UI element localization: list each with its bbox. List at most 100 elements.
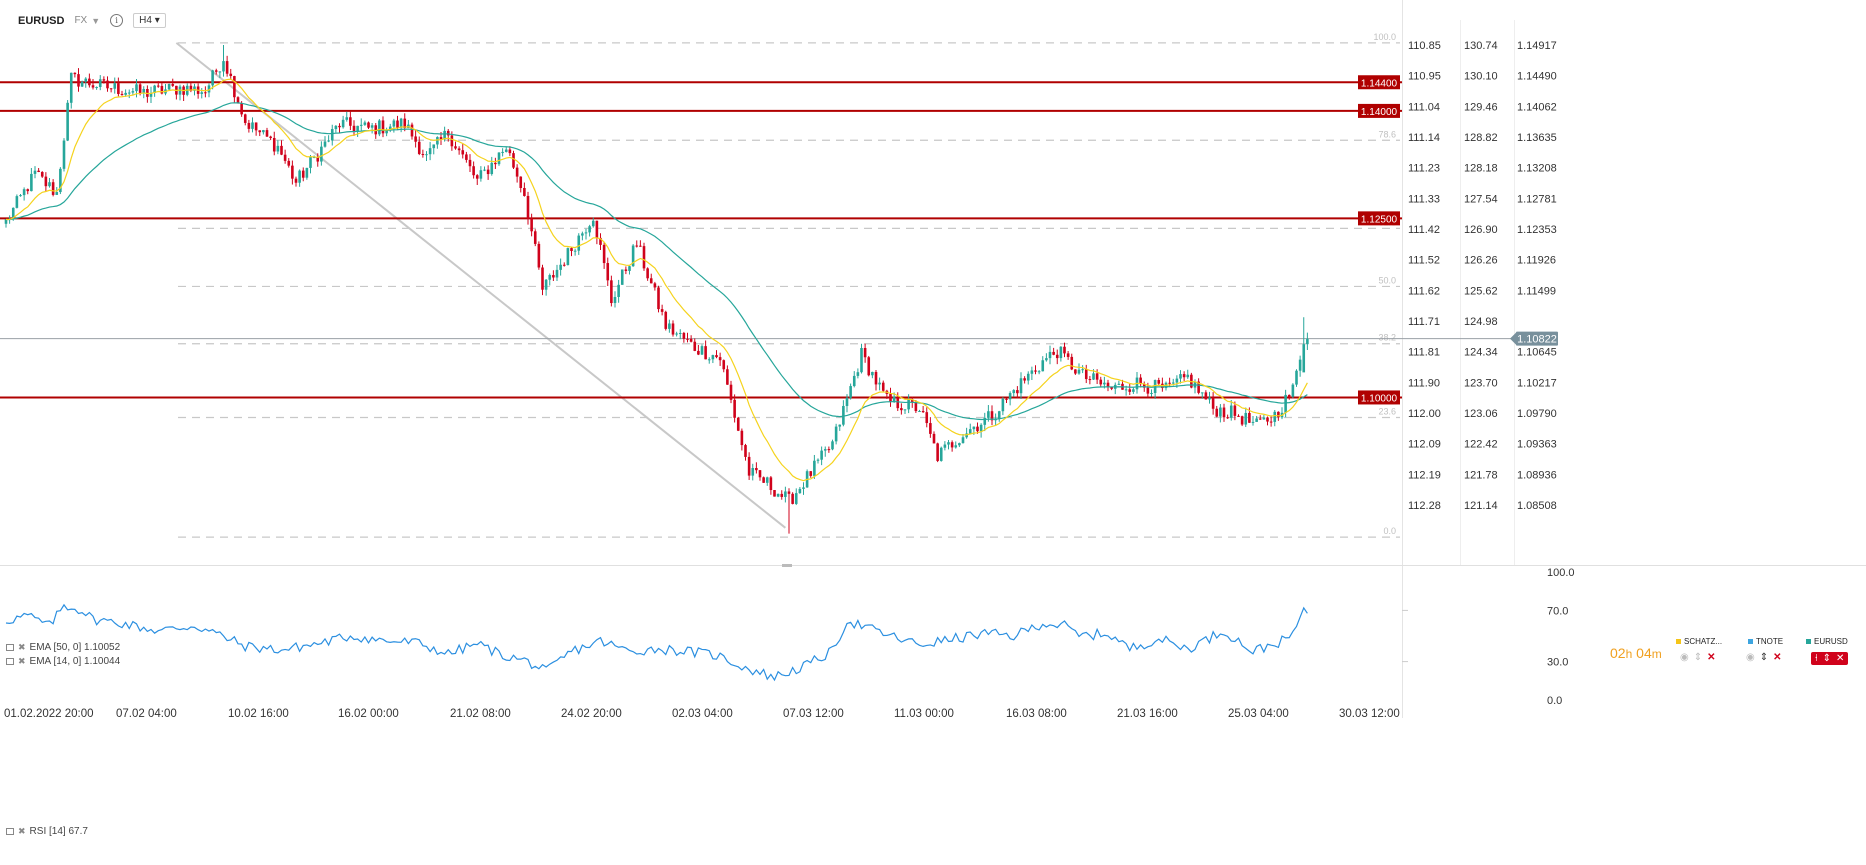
candle (399, 118, 403, 128)
candle (1052, 351, 1055, 355)
candle (831, 441, 834, 450)
candle (979, 424, 983, 432)
candle (167, 84, 171, 90)
price-level-label: 1.10000 (1361, 393, 1398, 404)
tnote-axis-tick: 130.10 (1464, 71, 1498, 83)
candle (98, 79, 102, 88)
close-icon[interactable]: ✖ (18, 642, 26, 652)
candle (1171, 382, 1175, 384)
countdown-hours: 02 (1610, 645, 1626, 661)
candle (715, 355, 718, 358)
symbol-label[interactable]: EURUSD (18, 14, 65, 27)
pane-resize-handle[interactable] (782, 564, 792, 567)
schatz-axis-tick: 112.09 (1408, 439, 1441, 451)
indicator-rsi[interactable]: ✖ RSI [14] 67.7 (6, 826, 88, 837)
sort-icon[interactable]: ⇕ (1822, 653, 1831, 664)
schatz-axis-tick: 111.14 (1408, 132, 1440, 144)
eurusd-axis-tick: 1.14917 (1517, 40, 1557, 52)
x-axis-tick: 02.03 04:00 (672, 708, 733, 720)
candle (639, 245, 642, 247)
candle (523, 187, 526, 196)
candle (591, 220, 595, 227)
timeframe-select[interactable]: H4 ▾ (133, 13, 166, 28)
eurusd-axis-tick: 1.12781 (1517, 193, 1557, 205)
candle (403, 118, 407, 128)
indicator-ema14[interactable]: ✖ EMA [14, 0] 1.10044 (6, 656, 120, 667)
compare-eurusd[interactable]: EURUSD (1806, 637, 1848, 646)
candle (1142, 384, 1146, 388)
candle (439, 137, 443, 140)
candle (620, 269, 624, 285)
candle (1041, 360, 1045, 372)
info-icon[interactable]: i (110, 14, 124, 27)
candle (26, 189, 30, 192)
compare-tnote[interactable]: TNOTE (1748, 637, 1783, 646)
candle (987, 411, 990, 418)
close-icon[interactable]: ✕ (1835, 653, 1845, 664)
candle (1074, 369, 1077, 374)
chevron-down-icon[interactable]: ▼ (91, 15, 101, 26)
x-axis-tick: 01.02.2022 20:00 (4, 708, 94, 720)
candle (762, 477, 765, 483)
timeframe-value: H4 (139, 15, 152, 26)
candle (218, 71, 222, 73)
candle (1095, 373, 1099, 380)
candle (860, 348, 863, 373)
candle (236, 97, 240, 104)
split-icon[interactable]: ⍿ (1815, 653, 1818, 664)
candle (544, 279, 548, 290)
candle (1117, 383, 1121, 385)
x-axis-tick: 25.03 04:00 (1228, 708, 1289, 720)
candle (555, 269, 559, 278)
sort-icon[interactable]: ⇕ (1759, 652, 1769, 663)
sort-icon[interactable]: ⇕ (1693, 652, 1703, 663)
candle (838, 424, 842, 427)
candle (871, 371, 874, 376)
price-level-label: 1.14000 (1361, 107, 1398, 118)
eye-icon[interactable]: ◉ (1746, 652, 1755, 663)
candle (1070, 356, 1074, 370)
eye-icon[interactable]: ◉ (1680, 652, 1689, 663)
candle (881, 382, 885, 391)
eurusd-axis-tick: 1.09363 (1517, 439, 1557, 451)
candle (813, 460, 816, 476)
candle (446, 130, 450, 136)
candle (1229, 405, 1233, 418)
candle (1186, 374, 1190, 378)
candle (330, 129, 334, 141)
close-icon[interactable]: ✕ (1707, 652, 1716, 663)
candle (142, 89, 146, 93)
candle (878, 382, 881, 385)
current-price-label: 1.10822 (1517, 334, 1557, 346)
candle (976, 426, 979, 432)
candle (1226, 417, 1229, 419)
candle (827, 449, 831, 451)
tnote-axis-tick: 125.62 (1464, 285, 1498, 297)
settings-icon[interactable] (6, 658, 14, 665)
close-icon[interactable]: ✖ (18, 826, 26, 836)
schatz-axis-tick: 112.19 (1408, 469, 1441, 481)
close-icon[interactable]: ✕ (1773, 652, 1782, 663)
rsi-axis-tick: 0.0 (1547, 695, 1562, 707)
candle (1291, 384, 1295, 397)
candle (624, 269, 628, 271)
candle (48, 182, 51, 187)
candle (508, 149, 512, 154)
candle (537, 243, 541, 268)
tnote-axis-tick: 124.34 (1464, 347, 1498, 359)
candle (954, 445, 958, 448)
settings-icon[interactable] (6, 828, 14, 835)
close-icon[interactable]: ✖ (18, 656, 26, 666)
candle (653, 283, 657, 288)
schatz-axis-tick: 111.52 (1408, 255, 1440, 267)
candle (454, 146, 457, 149)
indicator-ema50[interactable]: ✖ EMA [50, 0] 1.10052 (6, 642, 120, 653)
candle (1215, 408, 1219, 417)
candle (269, 136, 272, 139)
candle (1106, 382, 1110, 387)
candle (599, 237, 602, 245)
settings-icon[interactable] (6, 644, 14, 651)
compare-schatz[interactable]: SCHATZ... (1676, 637, 1722, 646)
candle (258, 130, 262, 133)
